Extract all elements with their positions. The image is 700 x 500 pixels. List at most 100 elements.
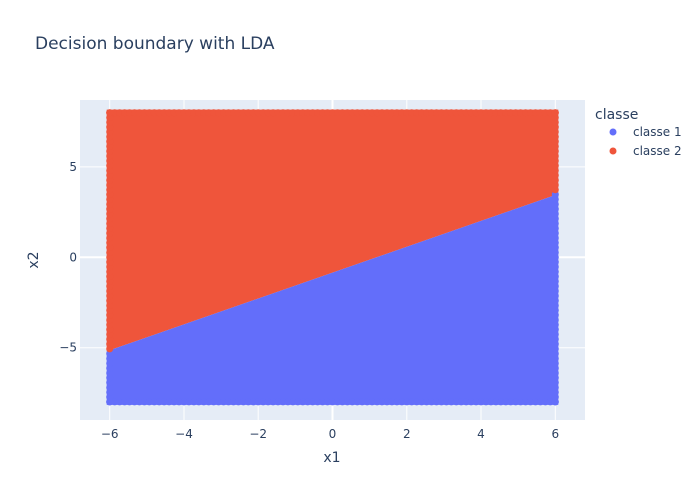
- edge-dot: [477, 109, 485, 117]
- edge-dot: [106, 220, 114, 227]
- edge-dot: [551, 162, 559, 170]
- edge-dot: [160, 398, 168, 406]
- edge-dot: [106, 147, 114, 155]
- edge-dot: [284, 398, 292, 406]
- edge-dot: [551, 205, 559, 213]
- edge-dot: [551, 200, 559, 208]
- edge-dot: [264, 398, 272, 406]
- edge-dot: [106, 195, 114, 203]
- edge-dot: [121, 109, 129, 117]
- edge-dot: [106, 133, 114, 141]
- edge-dot: [106, 388, 114, 396]
- edge-dot: [106, 359, 114, 367]
- edge-dot: [502, 398, 510, 406]
- edge-dot: [116, 398, 124, 406]
- edge-dot: [314, 398, 322, 406]
- edge-dot: [551, 142, 559, 150]
- legend-marker-classe-1: [609, 128, 617, 136]
- edge-dot: [413, 398, 421, 406]
- edge-dot: [220, 109, 228, 117]
- legend-item-classe-1[interactable]: classe 1: [609, 125, 682, 139]
- edge-dot: [551, 302, 559, 309]
- legend-label-classe-2: classe 2: [633, 144, 682, 158]
- edge-dot: [551, 398, 559, 406]
- edge-dot: [106, 340, 114, 348]
- edge-dot: [457, 109, 465, 117]
- edge-dot: [551, 114, 559, 121]
- edge-dot: [408, 398, 416, 406]
- edge-dot: [551, 268, 559, 276]
- edge-dot: [393, 109, 401, 117]
- edge-dot: [215, 109, 223, 117]
- x-tick-label: −6: [101, 427, 119, 441]
- edge-dot: [324, 109, 331, 117]
- edge-dot: [551, 292, 559, 300]
- y-tick-labels: −5 0 5: [59, 160, 77, 355]
- edge-dot: [106, 258, 114, 266]
- edge-dot: [393, 398, 401, 406]
- edge-dot: [106, 364, 114, 372]
- edge-dot: [551, 369, 559, 377]
- edge-dot: [106, 215, 114, 223]
- edge-dot: [551, 118, 559, 126]
- edge-dot: [462, 109, 470, 117]
- edge-dot: [106, 224, 114, 232]
- edge-dot: [239, 398, 247, 406]
- edge-dot: [190, 109, 198, 117]
- edge-dot: [106, 302, 114, 309]
- edge-dot: [348, 109, 356, 117]
- x-axis-title: x1: [323, 450, 340, 466]
- x-tick-label: 0: [329, 427, 337, 441]
- edge-dot: [532, 109, 539, 117]
- edge-dot: [442, 398, 450, 406]
- edge-dot: [551, 109, 559, 117]
- edge-dot: [418, 109, 426, 117]
- edge-dot: [319, 398, 327, 406]
- edge-dot: [200, 398, 208, 406]
- edge-dot: [264, 109, 272, 117]
- edge-dot: [106, 200, 114, 208]
- edge-dot: [111, 398, 119, 406]
- edge-dot: [551, 316, 559, 324]
- edge-dot: [126, 109, 133, 117]
- edge-dot: [467, 398, 475, 406]
- edge-dot: [299, 398, 307, 406]
- edge-dot: [106, 306, 114, 314]
- legend[interactable]: classe classe 1 classe 2: [595, 107, 682, 158]
- edge-dot: [106, 345, 114, 353]
- edge-dot: [106, 152, 114, 160]
- edge-dot: [551, 220, 559, 227]
- edge-dot: [551, 306, 559, 314]
- edge-dot: [329, 398, 336, 406]
- edge-dot: [551, 157, 559, 165]
- legend-item-classe-2[interactable]: classe 2: [609, 144, 682, 158]
- edge-dot: [487, 109, 495, 117]
- edge-dots: [106, 109, 559, 406]
- edge-dot: [106, 171, 114, 179]
- x-tick-label: −2: [249, 427, 267, 441]
- edge-dot: [383, 109, 391, 117]
- edge-dot: [225, 109, 232, 117]
- region-classe-2: [106, 109, 559, 352]
- edge-dot: [447, 109, 455, 117]
- edge-dot: [304, 398, 312, 406]
- edge-dot: [536, 109, 544, 117]
- edge-dot: [131, 109, 138, 117]
- region-classe-1-fill: [106, 194, 559, 405]
- edge-dot: [106, 292, 114, 300]
- edge-dot: [106, 316, 114, 324]
- edge-dot: [472, 398, 480, 406]
- edge-dot: [254, 109, 262, 117]
- edge-dot: [373, 398, 381, 406]
- edge-dot: [106, 282, 114, 290]
- edge-dot: [551, 277, 559, 285]
- edge-dot: [378, 109, 386, 117]
- legend-title: classe: [595, 107, 638, 123]
- edge-dot: [551, 239, 559, 247]
- x-tick-label: 6: [551, 427, 559, 441]
- edge-dot: [175, 109, 183, 117]
- edge-dot: [220, 398, 228, 406]
- edge-dot: [507, 109, 515, 117]
- edge-dot: [482, 398, 490, 406]
- edge-dot: [279, 398, 287, 406]
